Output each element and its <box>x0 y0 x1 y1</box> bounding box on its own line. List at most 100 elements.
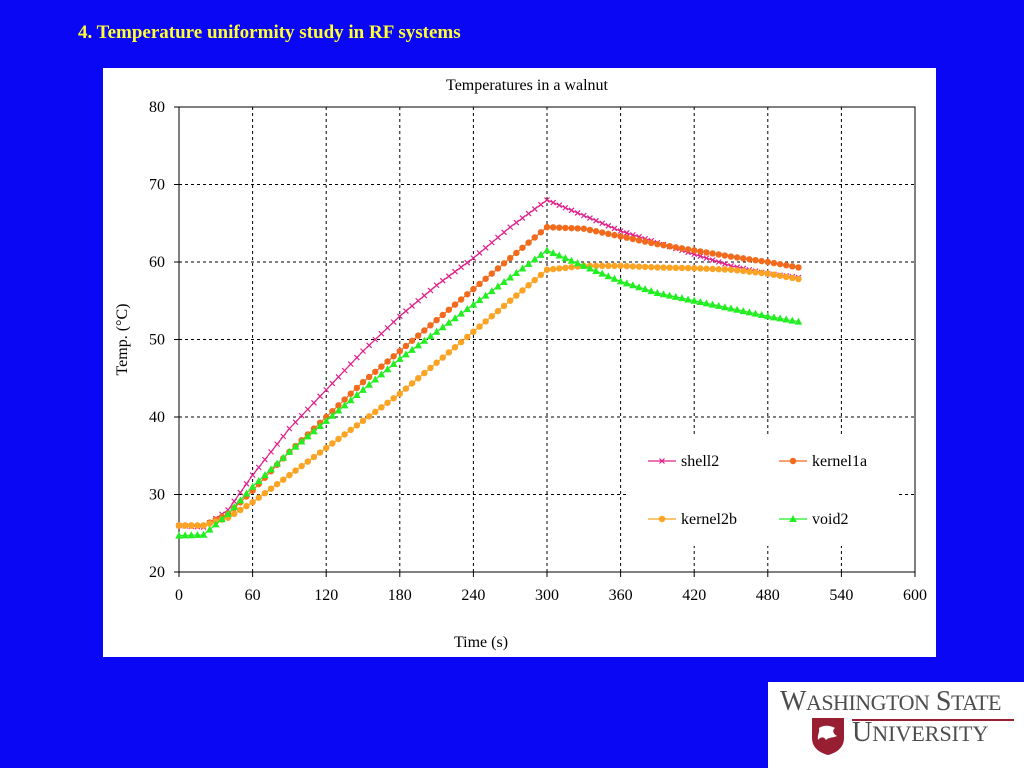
data-point-kernel2b <box>556 265 563 272</box>
data-point-kernel1a <box>568 224 575 232</box>
x-tick-label: 60 <box>245 587 261 604</box>
data-point-void2 <box>451 314 459 322</box>
data-point-shell2 <box>445 273 452 280</box>
data-point-shell2 <box>623 230 630 236</box>
data-point-kernel1a <box>396 347 403 355</box>
data-point-kernel1a <box>703 249 710 256</box>
data-point-void2 <box>678 294 686 302</box>
data-point-kernel1a <box>611 231 618 239</box>
data-point-kernel1a <box>439 311 446 319</box>
legend-label-kernel2b: kernel2b <box>681 511 737 528</box>
data-point-kernel2b <box>513 292 520 299</box>
data-point-shell2 <box>531 206 538 212</box>
data-point-kernel2b <box>752 269 759 276</box>
y-tick-label: 70 <box>149 177 165 194</box>
data-point-kernel1a <box>599 229 606 236</box>
data-point-kernel2b <box>678 264 686 272</box>
data-point-void2 <box>629 281 637 289</box>
data-point-shell2 <box>574 209 581 216</box>
data-point-kernel1a <box>470 285 477 293</box>
data-point-kernel1a <box>715 251 722 258</box>
data-point-void2 <box>770 313 778 321</box>
data-point-void2 <box>733 305 741 313</box>
legend-marker-kernel1a <box>789 457 797 465</box>
data-point-kernel2b <box>175 522 183 529</box>
data-point-shell2 <box>335 374 342 380</box>
data-point-void2 <box>193 530 202 538</box>
data-point-kernel2b <box>666 264 673 271</box>
data-point-kernel1a <box>549 224 557 231</box>
data-point-void2 <box>297 437 306 445</box>
data-point-void2 <box>205 525 214 533</box>
data-point-void2 <box>604 272 613 280</box>
data-point-void2 <box>518 264 527 272</box>
data-point-kernel1a <box>531 234 538 241</box>
data-point-kernel1a <box>648 239 655 247</box>
data-point-void2 <box>727 304 735 312</box>
data-point-kernel2b <box>427 364 434 372</box>
data-point-kernel1a <box>451 301 459 308</box>
data-point-void2 <box>745 308 754 316</box>
data-point-void2 <box>702 299 711 307</box>
data-point-void2 <box>402 350 410 358</box>
data-point-void2 <box>782 315 790 323</box>
data-point-void2 <box>340 401 349 409</box>
data-point-kernel2b <box>451 344 459 351</box>
data-point-void2 <box>445 318 453 326</box>
data-point-void2 <box>684 295 692 303</box>
data-point-void2 <box>457 309 465 317</box>
data-point-shell2 <box>378 330 385 337</box>
data-point-shell2 <box>495 234 501 241</box>
data-point-kernel2b <box>255 494 262 501</box>
data-point-void2 <box>598 269 606 277</box>
data-point-void2 <box>310 427 318 435</box>
data-point-kernel1a <box>580 225 587 232</box>
data-point-void2 <box>580 261 588 269</box>
data-point-kernel1a <box>623 234 630 241</box>
data-point-kernel1a <box>507 254 514 262</box>
data-point-kernel2b <box>727 266 735 273</box>
data-point-kernel1a <box>776 260 784 268</box>
logo-text-line2: UNIVERSITY <box>852 717 989 748</box>
data-point-kernel2b <box>243 502 250 510</box>
data-point-shell2 <box>341 367 348 374</box>
data-point-kernel2b <box>525 282 532 289</box>
data-point-shell2 <box>697 253 704 260</box>
data-point-kernel2b <box>396 390 403 397</box>
data-point-void2 <box>365 380 373 388</box>
data-point-void2 <box>751 309 760 317</box>
data-point-shell2 <box>587 215 593 222</box>
data-point-kernel2b <box>316 449 324 456</box>
data-point-void2 <box>635 283 643 291</box>
data-point-shell2 <box>329 380 336 387</box>
data-point-void2 <box>555 251 564 259</box>
data-point-shell2 <box>599 220 606 227</box>
data-point-void2 <box>475 296 484 304</box>
data-point-kernel2b <box>298 462 305 470</box>
data-point-kernel1a <box>482 275 489 282</box>
data-point-void2 <box>230 503 238 511</box>
data-point-kernel1a <box>691 247 698 254</box>
data-point-void2 <box>714 301 723 309</box>
data-point-kernel2b <box>733 267 741 274</box>
data-point-void2 <box>432 327 441 335</box>
data-point-kernel2b <box>402 385 410 392</box>
data-point-kernel1a <box>408 337 416 344</box>
data-point-void2 <box>776 314 784 322</box>
data-point-kernel1a <box>727 253 735 260</box>
logo-text-line1: WASHINGTON STATE <box>780 686 1001 717</box>
data-point-void2 <box>175 531 183 539</box>
data-point-kernel2b <box>660 264 667 271</box>
data-point-kernel2b <box>249 499 256 506</box>
data-point-kernel1a <box>574 225 581 232</box>
data-point-kernel2b <box>635 263 643 270</box>
y-tick-label: 40 <box>149 409 165 426</box>
x-tick-label: 120 <box>314 587 338 604</box>
y-tick-label: 20 <box>149 564 165 581</box>
data-point-kernel2b <box>304 458 311 465</box>
data-point-void2 <box>414 341 422 349</box>
data-point-void2 <box>181 531 189 539</box>
data-point-void2 <box>616 277 625 285</box>
data-point-shell2 <box>243 480 250 487</box>
data-point-void2 <box>254 476 263 484</box>
